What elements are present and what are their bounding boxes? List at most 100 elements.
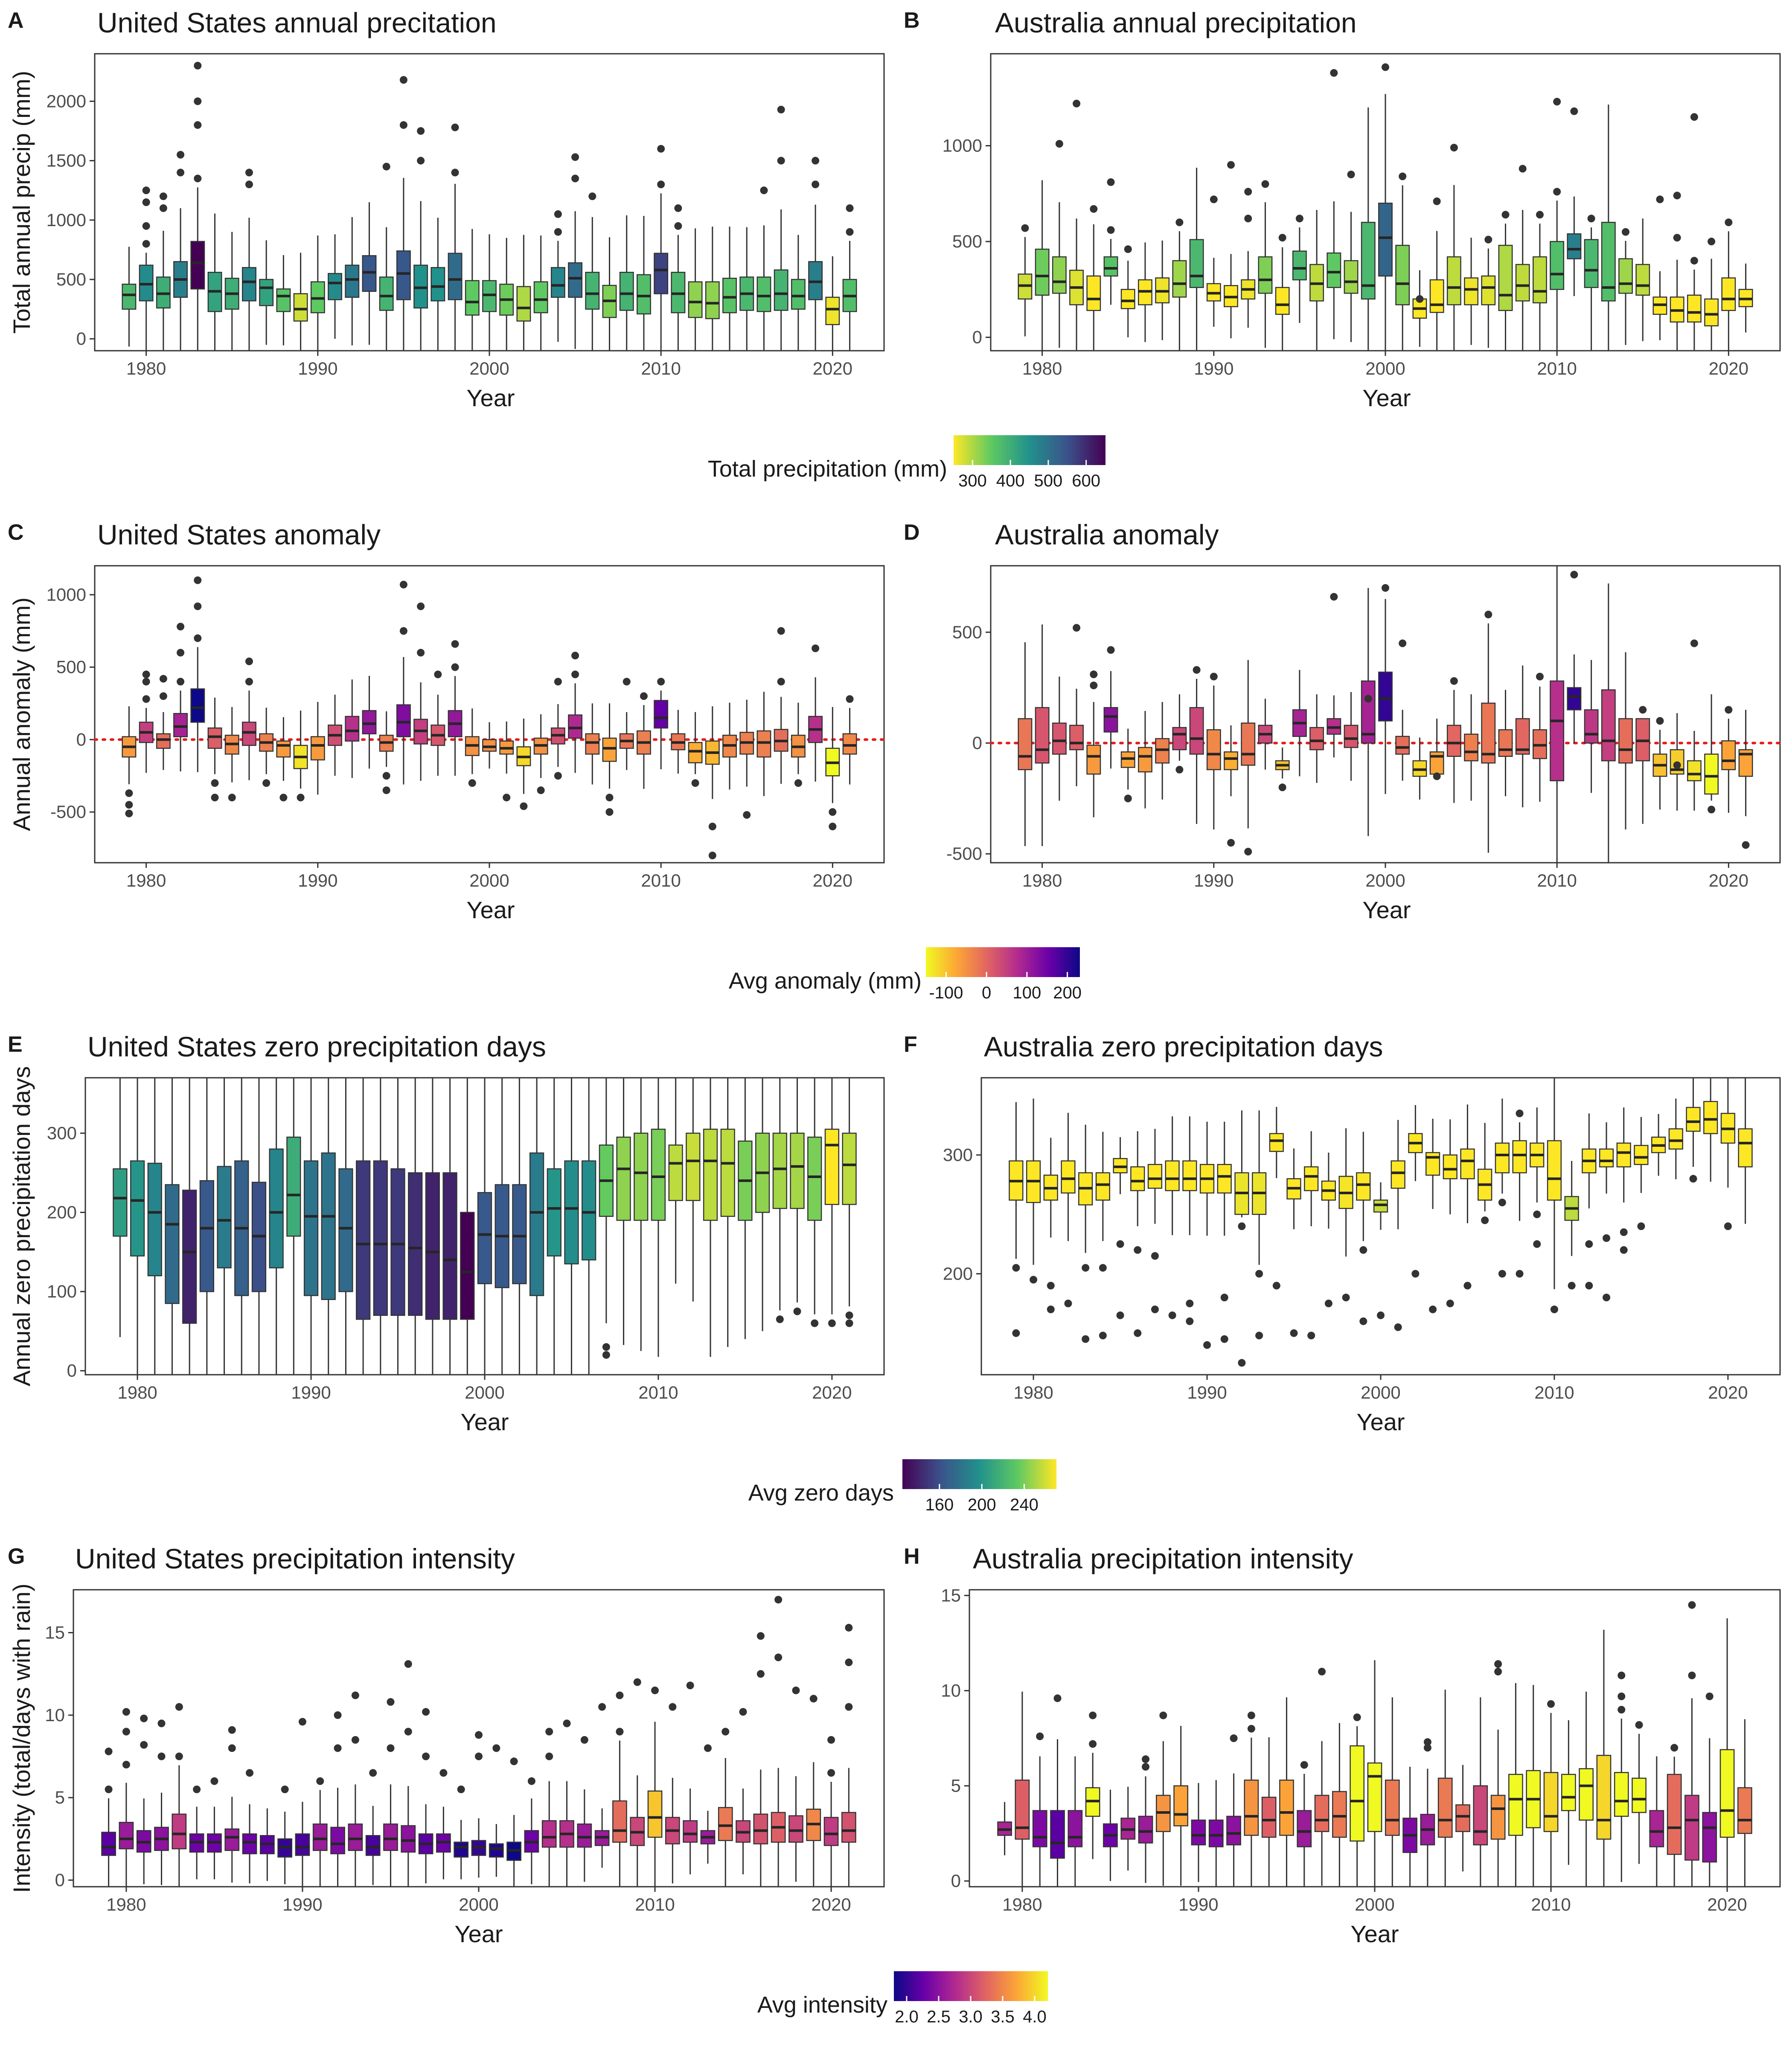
colorbar-segment: [1004, 1971, 1007, 2001]
box-2006: [1481, 275, 1496, 305]
outlier-point: [1585, 1282, 1593, 1290]
outlier-point: [194, 576, 202, 584]
colorbar-segment: [981, 1971, 984, 2001]
colorbar-segment: [958, 1971, 961, 2001]
panel-h: H Australia precipitation intensity 0 5 10…: [904, 1543, 1781, 1947]
colorbar-segment: [977, 1459, 980, 1489]
y-tick-label: 0: [76, 329, 86, 349]
panel-d: D Australia anomaly -500 0 500 1980 1990 2000…: [904, 519, 1781, 923]
box-1988: [276, 288, 291, 312]
colorbar-segment: [931, 947, 934, 977]
outlier-point: [1394, 1323, 1402, 1331]
colorbar-segment: [996, 435, 1000, 465]
box-1987: [1138, 1815, 1153, 1844]
legend-2-title: Avg anomaly (mm): [729, 968, 922, 994]
x-tick-label: 1980: [1002, 1894, 1042, 1914]
box-2019: [1703, 1101, 1718, 1135]
box-1996: [401, 1825, 416, 1853]
box-2006: [582, 1160, 596, 1261]
panel-b-xlabel: Year: [1362, 384, 1411, 411]
outlier-point: [1047, 1282, 1055, 1290]
y-tick-label: 15: [45, 1623, 65, 1643]
outlier-point: [1073, 99, 1081, 108]
box-1986: [242, 267, 256, 302]
colorbar-segment: [930, 1971, 933, 2001]
outlier-point: [1416, 295, 1424, 303]
outlier-point: [640, 692, 648, 700]
box-2011: [1561, 1774, 1576, 1811]
colorbar-segment: [1051, 1459, 1054, 1489]
outlier-point: [503, 794, 511, 802]
panel-a-letter: A: [8, 8, 24, 33]
colorbar-segment: [948, 1459, 951, 1489]
outlier-point: [194, 634, 202, 642]
box-1994: [1261, 1797, 1277, 1838]
outlier-point: [177, 623, 185, 631]
x-tick-label: 1990: [291, 1382, 331, 1402]
outlier-point: [1090, 205, 1098, 213]
box-1986: [224, 1828, 240, 1851]
outlier-point: [1446, 1299, 1454, 1307]
panel-d-xlabel: Year: [1362, 896, 1411, 923]
box-1995: [396, 250, 411, 300]
box-2018: [1684, 1795, 1699, 1861]
outlier-point: [211, 779, 219, 787]
panel-g-letter: G: [8, 1544, 25, 1569]
outlier-point: [1247, 1725, 1255, 1733]
box-2021: [841, 1812, 856, 1843]
colorbar-segment: [1085, 435, 1088, 465]
colorbar-segment: [919, 1971, 922, 2001]
outlier-point: [1724, 1222, 1732, 1230]
outlier-point: [245, 657, 253, 666]
colorbar-segment: [1007, 1971, 1009, 2001]
outlier-point: [554, 772, 562, 780]
outlier-point: [1203, 1341, 1211, 1349]
outlier-point: [845, 1311, 853, 1319]
outlier-point: [1382, 584, 1389, 592]
colorbar-segment: [1047, 435, 1050, 465]
colorbar-segment: [964, 947, 967, 977]
outlier-point: [1463, 1282, 1472, 1290]
outlier-point: [105, 1785, 113, 1793]
outlier-point: [1359, 1317, 1367, 1325]
colorbar-segment: [986, 435, 989, 465]
colorbar-segment: [1062, 435, 1065, 465]
outlier-point: [1261, 180, 1269, 188]
outlier-point: [1688, 1671, 1696, 1679]
colorbar-segment: [962, 947, 965, 977]
outlier-point: [537, 786, 545, 794]
colorbar-segment: [999, 435, 1002, 465]
colorbar-segment: [968, 1971, 971, 2001]
outlier-point: [1089, 1711, 1097, 1719]
outlier-point: [605, 794, 614, 802]
colorbar-segment: [992, 947, 995, 977]
colorbar-segment: [971, 1971, 974, 2001]
colorbar-segment: [912, 1971, 915, 2001]
outlier-point: [422, 1752, 430, 1760]
box-2007: [1490, 1795, 1506, 1840]
colorbar-segment: [971, 435, 975, 465]
colorbar-segment: [999, 1971, 1002, 2001]
outlier-point: [527, 1777, 535, 1785]
box-2004: [550, 267, 565, 298]
colorbar-segment: [1007, 1459, 1010, 1489]
colorbar-segment: [951, 1459, 954, 1489]
x-tick-label: 2020: [1708, 1382, 1748, 1402]
outlier-point: [829, 808, 837, 816]
x-tick-label: 1990: [298, 870, 337, 890]
x-tick-label: 2010: [1537, 870, 1577, 890]
outlier-point: [194, 121, 202, 129]
colorbar-segment: [910, 1459, 913, 1489]
colorbar-segment: [1079, 435, 1083, 465]
outlier-point: [1423, 1744, 1431, 1752]
colorbar-segment: [926, 947, 929, 977]
outlier-point: [1553, 98, 1561, 106]
colorbar-tick-label: 200: [1053, 983, 1082, 1002]
colorbar-segment: [1027, 435, 1030, 465]
colorbar-segment: [994, 1971, 997, 2001]
outlier-point: [1012, 1264, 1020, 1272]
outlier-point: [545, 1752, 553, 1760]
box-2014: [720, 1129, 735, 1217]
colorbar-segment: [1044, 435, 1047, 465]
colorbar-segment: [1046, 947, 1049, 977]
